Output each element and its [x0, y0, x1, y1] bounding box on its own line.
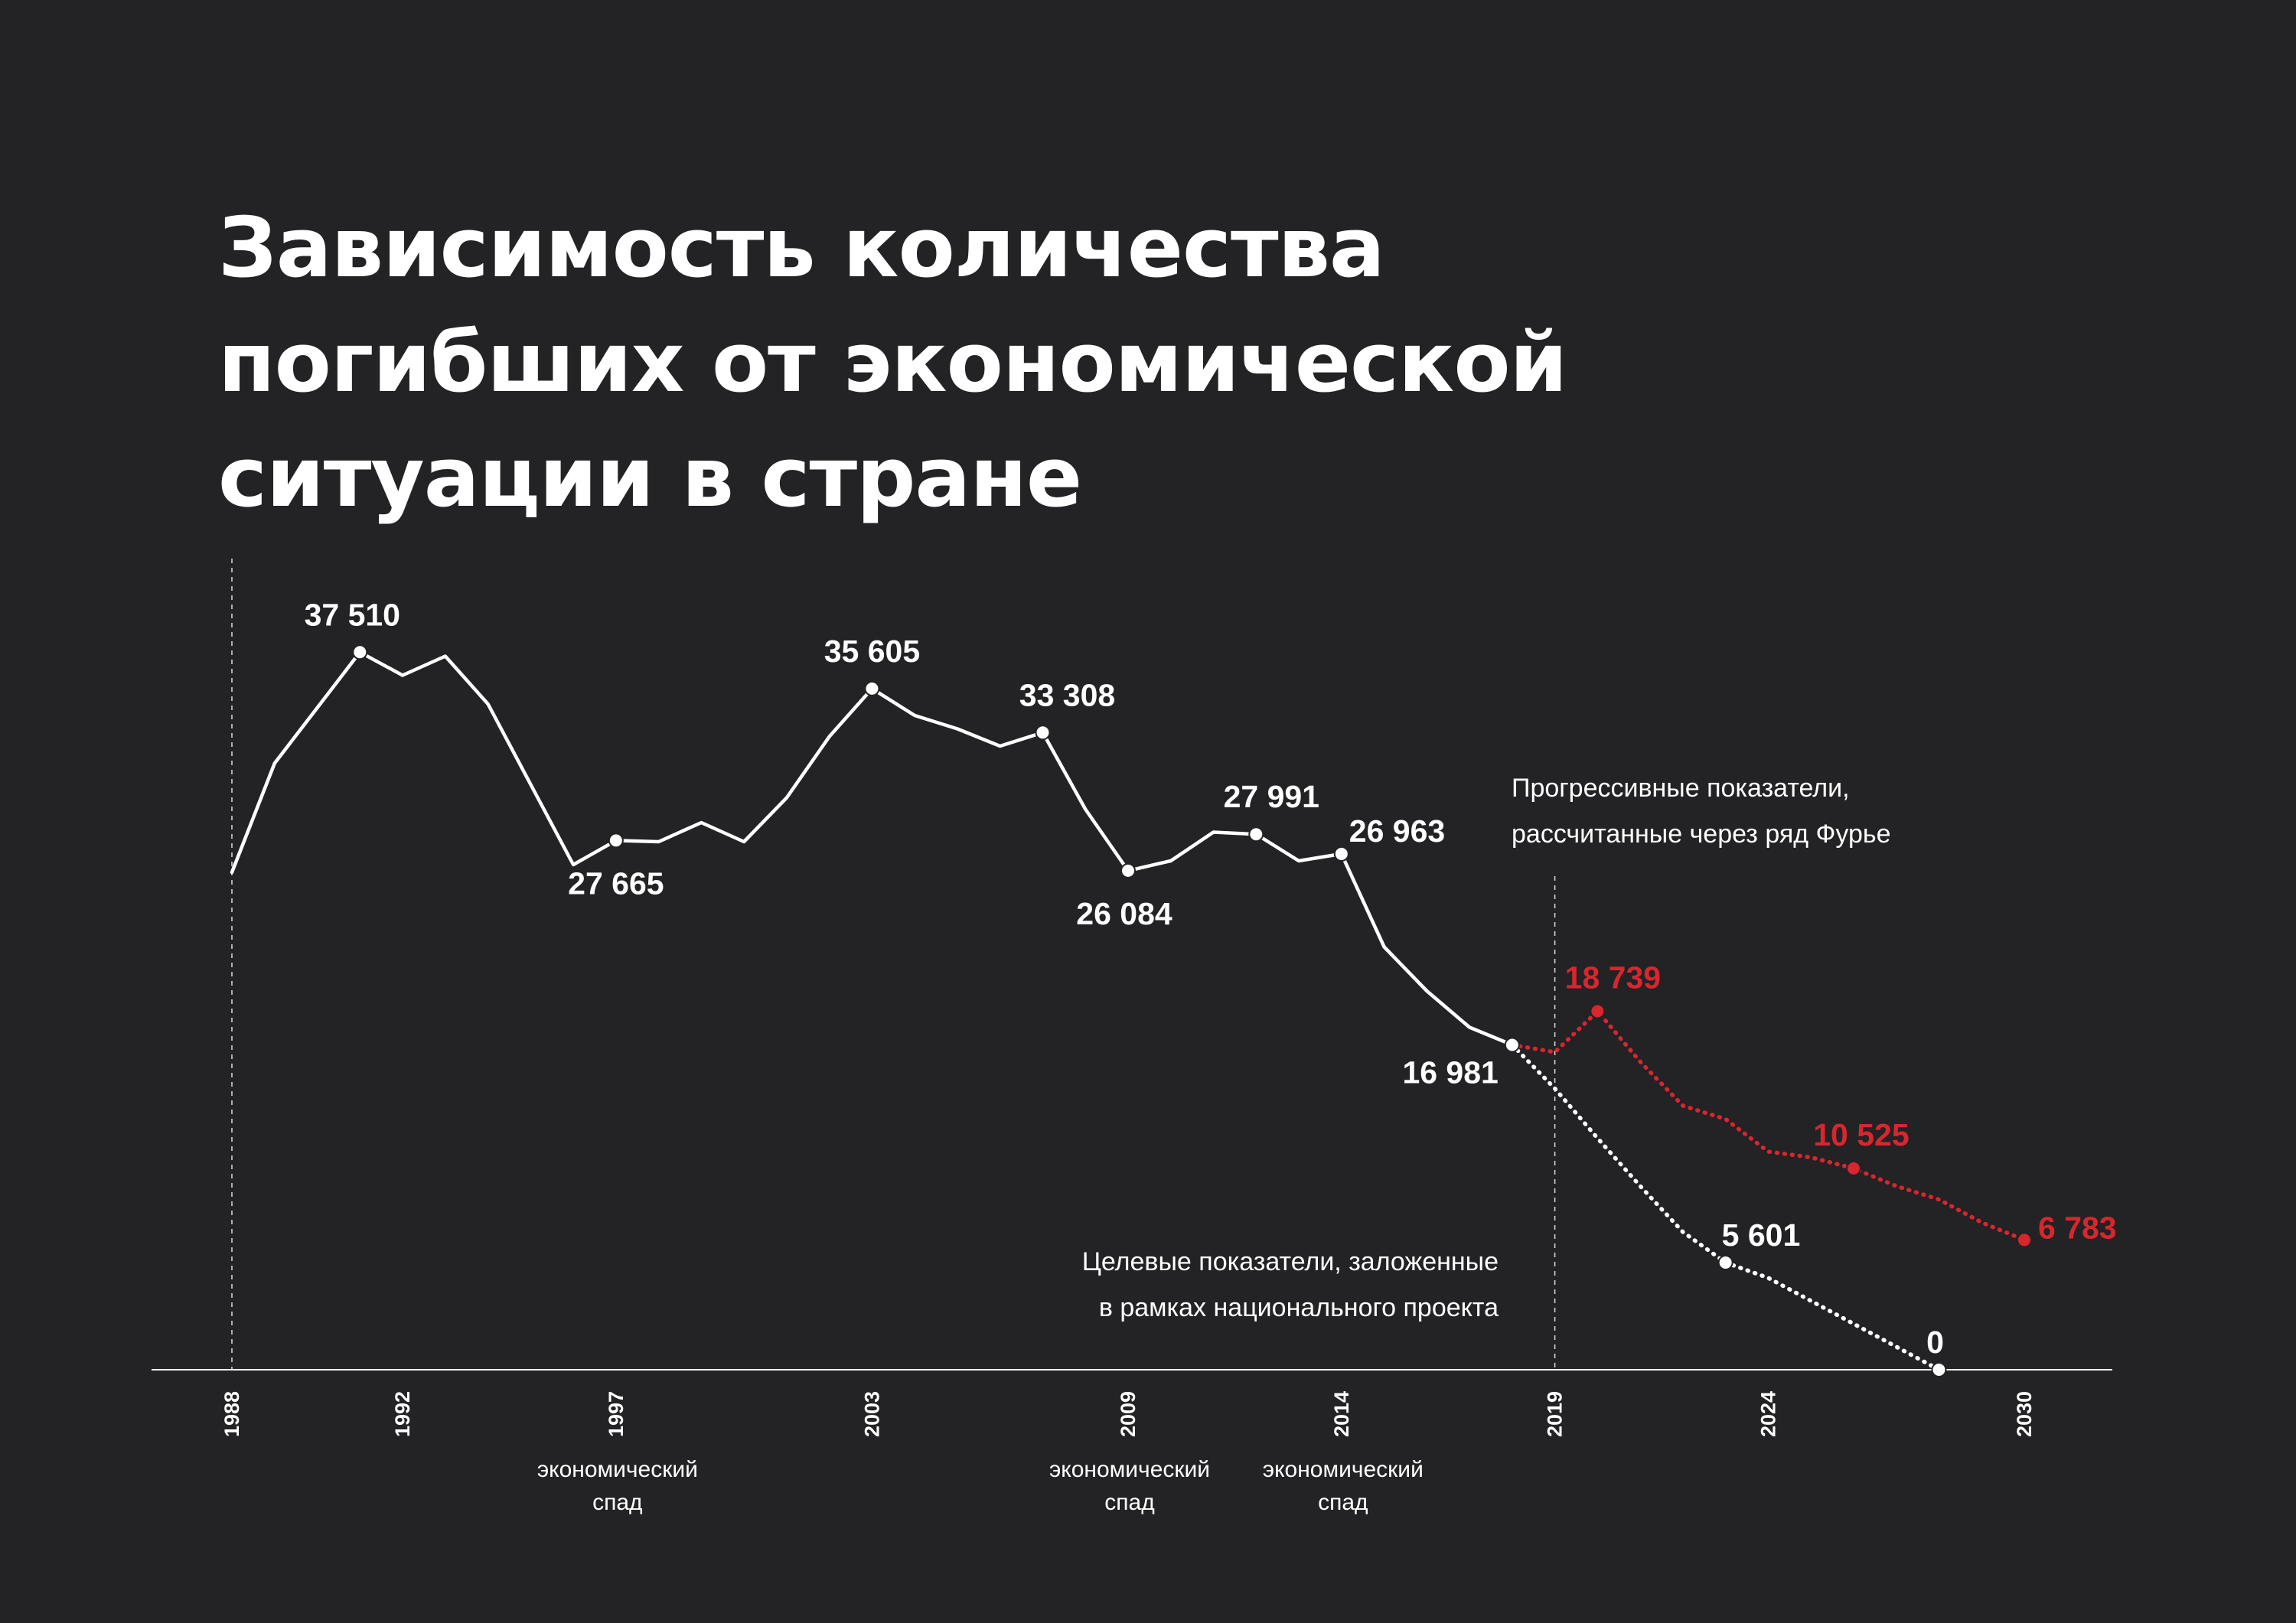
crisis-label-2009: экономический: [1049, 1457, 1210, 1482]
data-point-marker: [608, 833, 624, 849]
data-point-marker: [1504, 1037, 1520, 1053]
data-label: 16 981: [1402, 1054, 1498, 1090]
data-point-marker: [2017, 1232, 2032, 1248]
x-tick-label-2019: 2019: [1544, 1391, 1567, 1437]
series-line-1: [1510, 1042, 1942, 1372]
data-label: 5 601: [1722, 1217, 1801, 1253]
chart-title-line-3: ситуации в стране: [218, 430, 1082, 526]
data-label: 6 783: [2038, 1210, 2117, 1245]
data-point-marker: [1120, 862, 1136, 878]
x-tick-label-2009: 2009: [1117, 1391, 1140, 1437]
data-label: 27 665: [568, 865, 664, 901]
series-line-0: [230, 650, 1515, 1047]
x-tick-label-1988: 1988: [220, 1391, 243, 1437]
x-tick-label-2003: 2003: [860, 1391, 883, 1437]
crisis-label-2014: спад: [1318, 1490, 1368, 1515]
crisis-label-1997: спад: [592, 1490, 642, 1515]
x-tick-label-1992: 1992: [391, 1391, 414, 1437]
x-tick-label-2024: 2024: [1756, 1391, 1779, 1437]
data-point-marker: [1333, 846, 1349, 862]
data-label: 18 739: [1565, 960, 1661, 996]
data-label: 33 308: [1019, 677, 1115, 712]
data-label: 26 084: [1076, 896, 1172, 931]
x-tick-label-2014: 2014: [1330, 1391, 1353, 1437]
data-label: 10 525: [1813, 1117, 1909, 1152]
annotation-progressive: Прогрессивные показатели,: [1512, 774, 1850, 803]
chart-title-line-1: Зависимость количества: [218, 200, 1385, 296]
data-point-marker: [1845, 1160, 1861, 1176]
crisis-label-2014: экономический: [1263, 1457, 1424, 1482]
data-point-marker: [1035, 725, 1051, 741]
x-tick-label-2030: 2030: [2013, 1391, 2036, 1437]
data-point-marker: [352, 644, 368, 660]
crisis-label-2009: спад: [1104, 1490, 1154, 1515]
data-point-marker: [1248, 826, 1264, 842]
annotation-progressive: рассчитанные через ряд Фурье: [1512, 820, 1891, 849]
data-point-marker: [1931, 1362, 1947, 1377]
data-point-marker: [1590, 1003, 1606, 1019]
series-line-2: [1510, 1009, 2027, 1243]
chart-title-line-2: погибших от экономической: [218, 315, 1567, 411]
annotation-target: в рамках национального проекта: [1099, 1293, 1499, 1322]
crisis-label-1997: экономический: [537, 1457, 698, 1482]
chart-title: Зависимость количества погибших от эконо…: [218, 191, 1567, 536]
data-point-marker: [864, 680, 880, 696]
data-label: 26 963: [1349, 813, 1445, 849]
data-label: 27 991: [1224, 779, 1319, 814]
x-tick-label-1997: 1997: [605, 1391, 628, 1437]
data-label: 37 510: [305, 597, 400, 632]
data-label: 35 605: [824, 634, 920, 669]
annotation-target: Целевые показатели, заложенные: [1082, 1247, 1499, 1276]
data-point-marker: [1717, 1254, 1733, 1270]
data-label: 0: [1926, 1325, 1944, 1360]
